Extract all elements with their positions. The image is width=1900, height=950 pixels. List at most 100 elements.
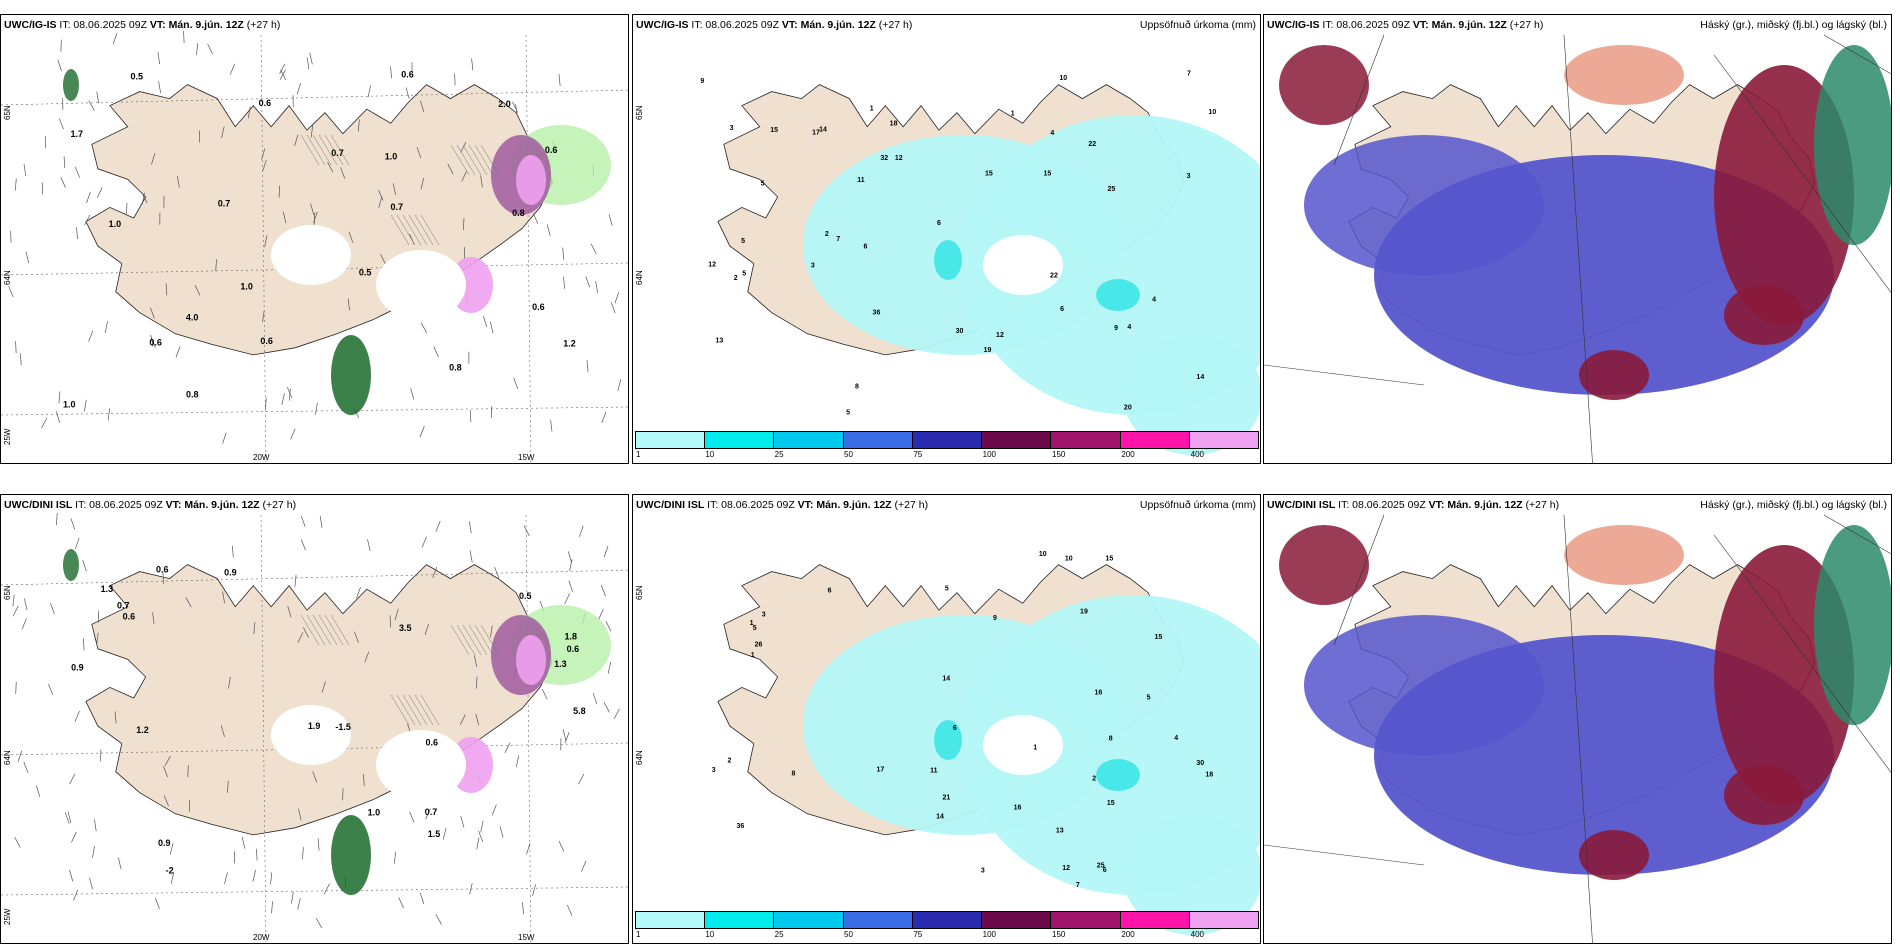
wind-barb [513, 377, 519, 389]
colorbar-tick: 75 [913, 930, 923, 939]
mid-cloud-area [1724, 765, 1804, 825]
value-label: 6 [953, 725, 957, 732]
wind-barb [435, 914, 442, 925]
colorbar-swatch [1120, 432, 1190, 448]
value-label: 1.3 [101, 584, 114, 594]
value-label: 1 [1011, 111, 1015, 118]
panel-header: UWC/IG-IS IT: 08.06.2025 09Z VT: Mán. 9.… [1267, 19, 1543, 31]
colorbar-swatch [1051, 432, 1121, 448]
wind-barb [605, 621, 612, 632]
wind-barb [394, 851, 396, 864]
low-cloud-area [1304, 135, 1544, 275]
wind-barb [558, 840, 565, 852]
value-label: 5 [741, 238, 745, 245]
wind-barb [398, 897, 404, 909]
hatch-line [390, 694, 410, 726]
wind-barb [564, 593, 571, 605]
hatch-line [474, 144, 494, 176]
value-label: 3 [730, 125, 734, 132]
wind-barb [550, 419, 553, 432]
latitude-label: 65N [3, 105, 12, 120]
wind-barb [526, 843, 531, 855]
value-label: 14 [942, 676, 950, 683]
wind-barb [480, 820, 484, 833]
wind-map-panel[interactable]: 0.9 1.2 0.6 0.7 0.6 0.9 0.9 -1.5 -2 1.0 1.5 1.8 3.5 5… [0, 494, 629, 944]
value-label: 1.0 [385, 151, 398, 161]
wind-barb [460, 141, 467, 153]
wind-barb [504, 742, 511, 753]
glacier-white [271, 225, 351, 285]
precip-area-dark [331, 335, 371, 415]
precip-area-light [1123, 815, 1260, 935]
wind-barb [15, 681, 17, 694]
colorbar-swatch [636, 912, 706, 928]
wind-barb [296, 82, 301, 95]
wind-barb [141, 192, 145, 205]
hatch-line [324, 134, 344, 166]
projection-line [1713, 54, 1891, 293]
wind-barb [67, 811, 72, 824]
colorbar-swatch [705, 432, 775, 448]
wind-barb [483, 315, 488, 328]
value-label: 25 [1107, 186, 1115, 193]
wind-barb [265, 397, 267, 410]
value-label: 0.9 [224, 568, 237, 578]
wind-barb [425, 808, 431, 820]
wind-barb [315, 917, 323, 929]
wind-barb [600, 584, 606, 596]
valid-time: VT: Mán. 9.jún. 12Z [1428, 499, 1523, 511]
precip-map-panel[interactable]: 1 2 6 3 6 10 14 9 12 5 14 30 21 15 16 8 15 11 25 36 17 19 10 15… [632, 494, 1261, 944]
colorbar-swatch [982, 912, 1052, 928]
value-label: 1.0 [109, 219, 122, 229]
wind-barb [287, 387, 293, 399]
wind-barb [222, 591, 225, 604]
value-label: 16 [1095, 690, 1103, 697]
wind-barb [460, 816, 465, 828]
wind-barb [126, 202, 128, 215]
wind-barb [94, 819, 97, 832]
projection-line [1264, 844, 1425, 866]
value-label: 25 [1097, 863, 1105, 870]
wind-barb [35, 785, 41, 797]
projection-line [1333, 34, 1385, 166]
colorbar-tick: 25 [774, 930, 784, 939]
hatch-line [306, 614, 326, 646]
init-time: IT: 08.06.2025 09Z [704, 499, 798, 511]
value-label: 3 [811, 262, 815, 269]
value-label: 4 [1174, 735, 1178, 742]
wind-barb [590, 243, 597, 255]
colorbar-tick: 100 [982, 930, 997, 939]
wind-barb [64, 812, 70, 824]
value-label: 9 [993, 615, 997, 622]
value-label: 4 [1152, 296, 1156, 303]
longitude-line [525, 514, 532, 943]
wind-barb [469, 521, 472, 534]
wind-barb [70, 518, 76, 530]
wind-barb [579, 525, 584, 537]
wind-barb [12, 594, 15, 607]
value-label: 5 [1147, 694, 1151, 701]
precip-area-light [803, 135, 1123, 355]
lead-time: (+27 h) [243, 19, 281, 31]
wind-barb [207, 43, 213, 55]
value-label: 14 [1196, 374, 1204, 381]
cloud-map-panel[interactable]: UWC/DINI ISL IT: 08.06.2025 09Z VT: Mán.… [1263, 494, 1892, 944]
wind-barb [613, 708, 620, 720]
value-label: 11 [930, 767, 938, 774]
hatch-line [390, 214, 410, 246]
wind-map-panel[interactable]: 1.2 0.6 0.7 0.6 0.8 0.6 0.6 0.5 1.0 1.0 0.6 0.7 1.0 1… [0, 14, 629, 464]
value-label: 0.5 [519, 591, 532, 601]
latitude-label: 25W [3, 428, 12, 445]
wind-barb [447, 163, 454, 175]
precip-area-dark [63, 549, 79, 581]
precip-map-panel[interactable]: 5 9 3 1 2 5 12 6 3 4 10 5 30 12 14 17 15 25 12 8 7 11 20 22 36 19… [632, 14, 1261, 464]
wind-barb [469, 410, 472, 423]
value-label: 12 [1062, 865, 1070, 872]
wind-barb [164, 755, 171, 767]
init-time: IT: 08.06.2025 09Z [1335, 499, 1429, 511]
wind-barb [196, 43, 199, 56]
wind-barb [421, 536, 427, 548]
hatch-line [300, 134, 320, 166]
cloud-map-panel[interactable]: UWC/IG-IS IT: 08.06.2025 09Z VT: Mán. 9.… [1263, 14, 1892, 464]
wind-barb [114, 711, 117, 724]
